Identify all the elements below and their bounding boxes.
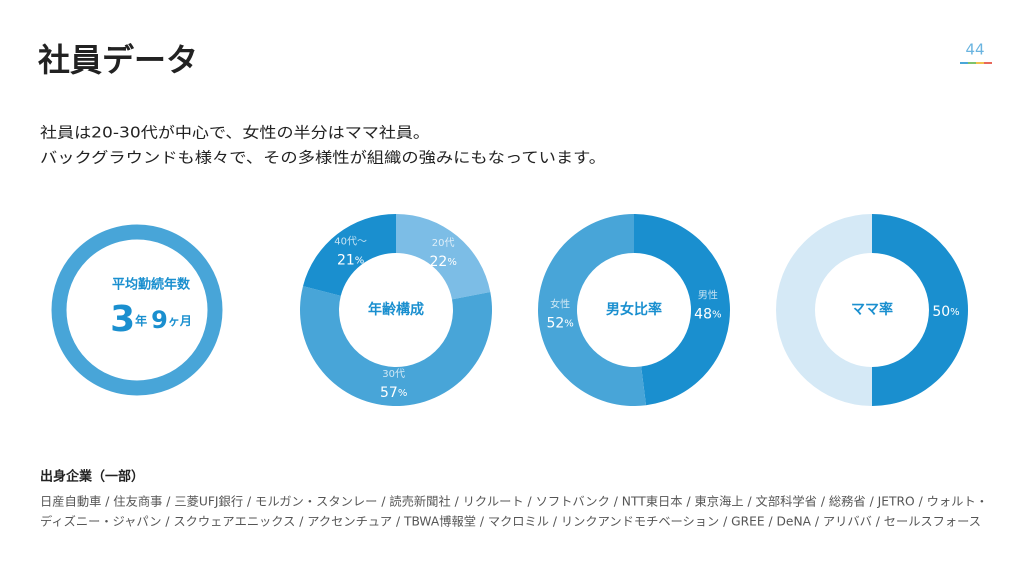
slice-value-label: 57% <box>380 385 407 401</box>
slice-category: 40代〜 <box>334 236 367 248</box>
donut-slice <box>538 214 647 406</box>
slice-unit: % <box>398 388 408 399</box>
tenure-label: 平均勤続年数 <box>112 277 191 293</box>
slice-unit: % <box>447 257 457 268</box>
slice-value-label: 50% <box>932 304 959 320</box>
slice-value-label: 48% <box>694 306 721 322</box>
slice-value: 21 <box>337 253 355 269</box>
companies-line: 日産自動車 / 住友商事 / 三菱UFJ銀行 / モルガン・スタンレー / 読売… <box>40 494 988 509</box>
tenure-years: 3 <box>110 299 135 340</box>
donut-slice <box>396 214 491 300</box>
slice-unit: % <box>355 256 365 267</box>
slice-category: 20代 <box>432 237 455 249</box>
slice-unit: % <box>950 307 960 318</box>
intro-line: バックグラウンドも様々で、その多様性が組織の強みにもなっています。 <box>40 149 606 167</box>
donut-title: ママ率 <box>851 301 893 318</box>
donut-slice <box>300 286 492 406</box>
slice-category: 女性 <box>550 298 570 311</box>
tenure-months-unit: ヶ月 <box>168 314 192 328</box>
slice-unit: % <box>564 319 574 330</box>
donut-slice <box>303 214 396 296</box>
slice-value: 50 <box>932 304 950 320</box>
slice-value: 57 <box>380 385 398 401</box>
tenure-months: 9 <box>151 306 168 334</box>
slice-category: 男性 <box>698 288 718 301</box>
tenure-years-unit: 年 <box>135 313 147 328</box>
slice-value-label: 52% <box>546 316 573 332</box>
tenure-value: 3年 9ヶ月 <box>110 299 192 340</box>
slice-category: 30代 <box>382 368 405 380</box>
page-underline <box>960 62 992 64</box>
title: 社員データ <box>38 41 198 79</box>
slice-value-label: 21% <box>337 253 364 269</box>
slice-value: 22 <box>429 254 447 270</box>
slice-value-label: 22% <box>429 254 456 270</box>
page-number: 44 <box>965 41 984 59</box>
slice-value: 48 <box>694 306 712 322</box>
tenure-ring <box>51 224 223 396</box>
slice-value: 52 <box>546 316 564 332</box>
companies-line: ディズニー・ジャパン / スクウェアエニックス / アクセンチュア / TBWA… <box>40 514 981 529</box>
donut-title: 年齢構成 <box>368 301 424 318</box>
intro-line: 社員は20-30代が中心で、女性の半分はママ社員。 <box>40 124 430 142</box>
donut-slice <box>872 214 968 406</box>
companies-heading: 出身企業（一部） <box>40 469 144 485</box>
slice-unit: % <box>712 309 722 320</box>
donut-slice <box>634 214 731 406</box>
donut-title: 男女比率 <box>606 301 662 318</box>
